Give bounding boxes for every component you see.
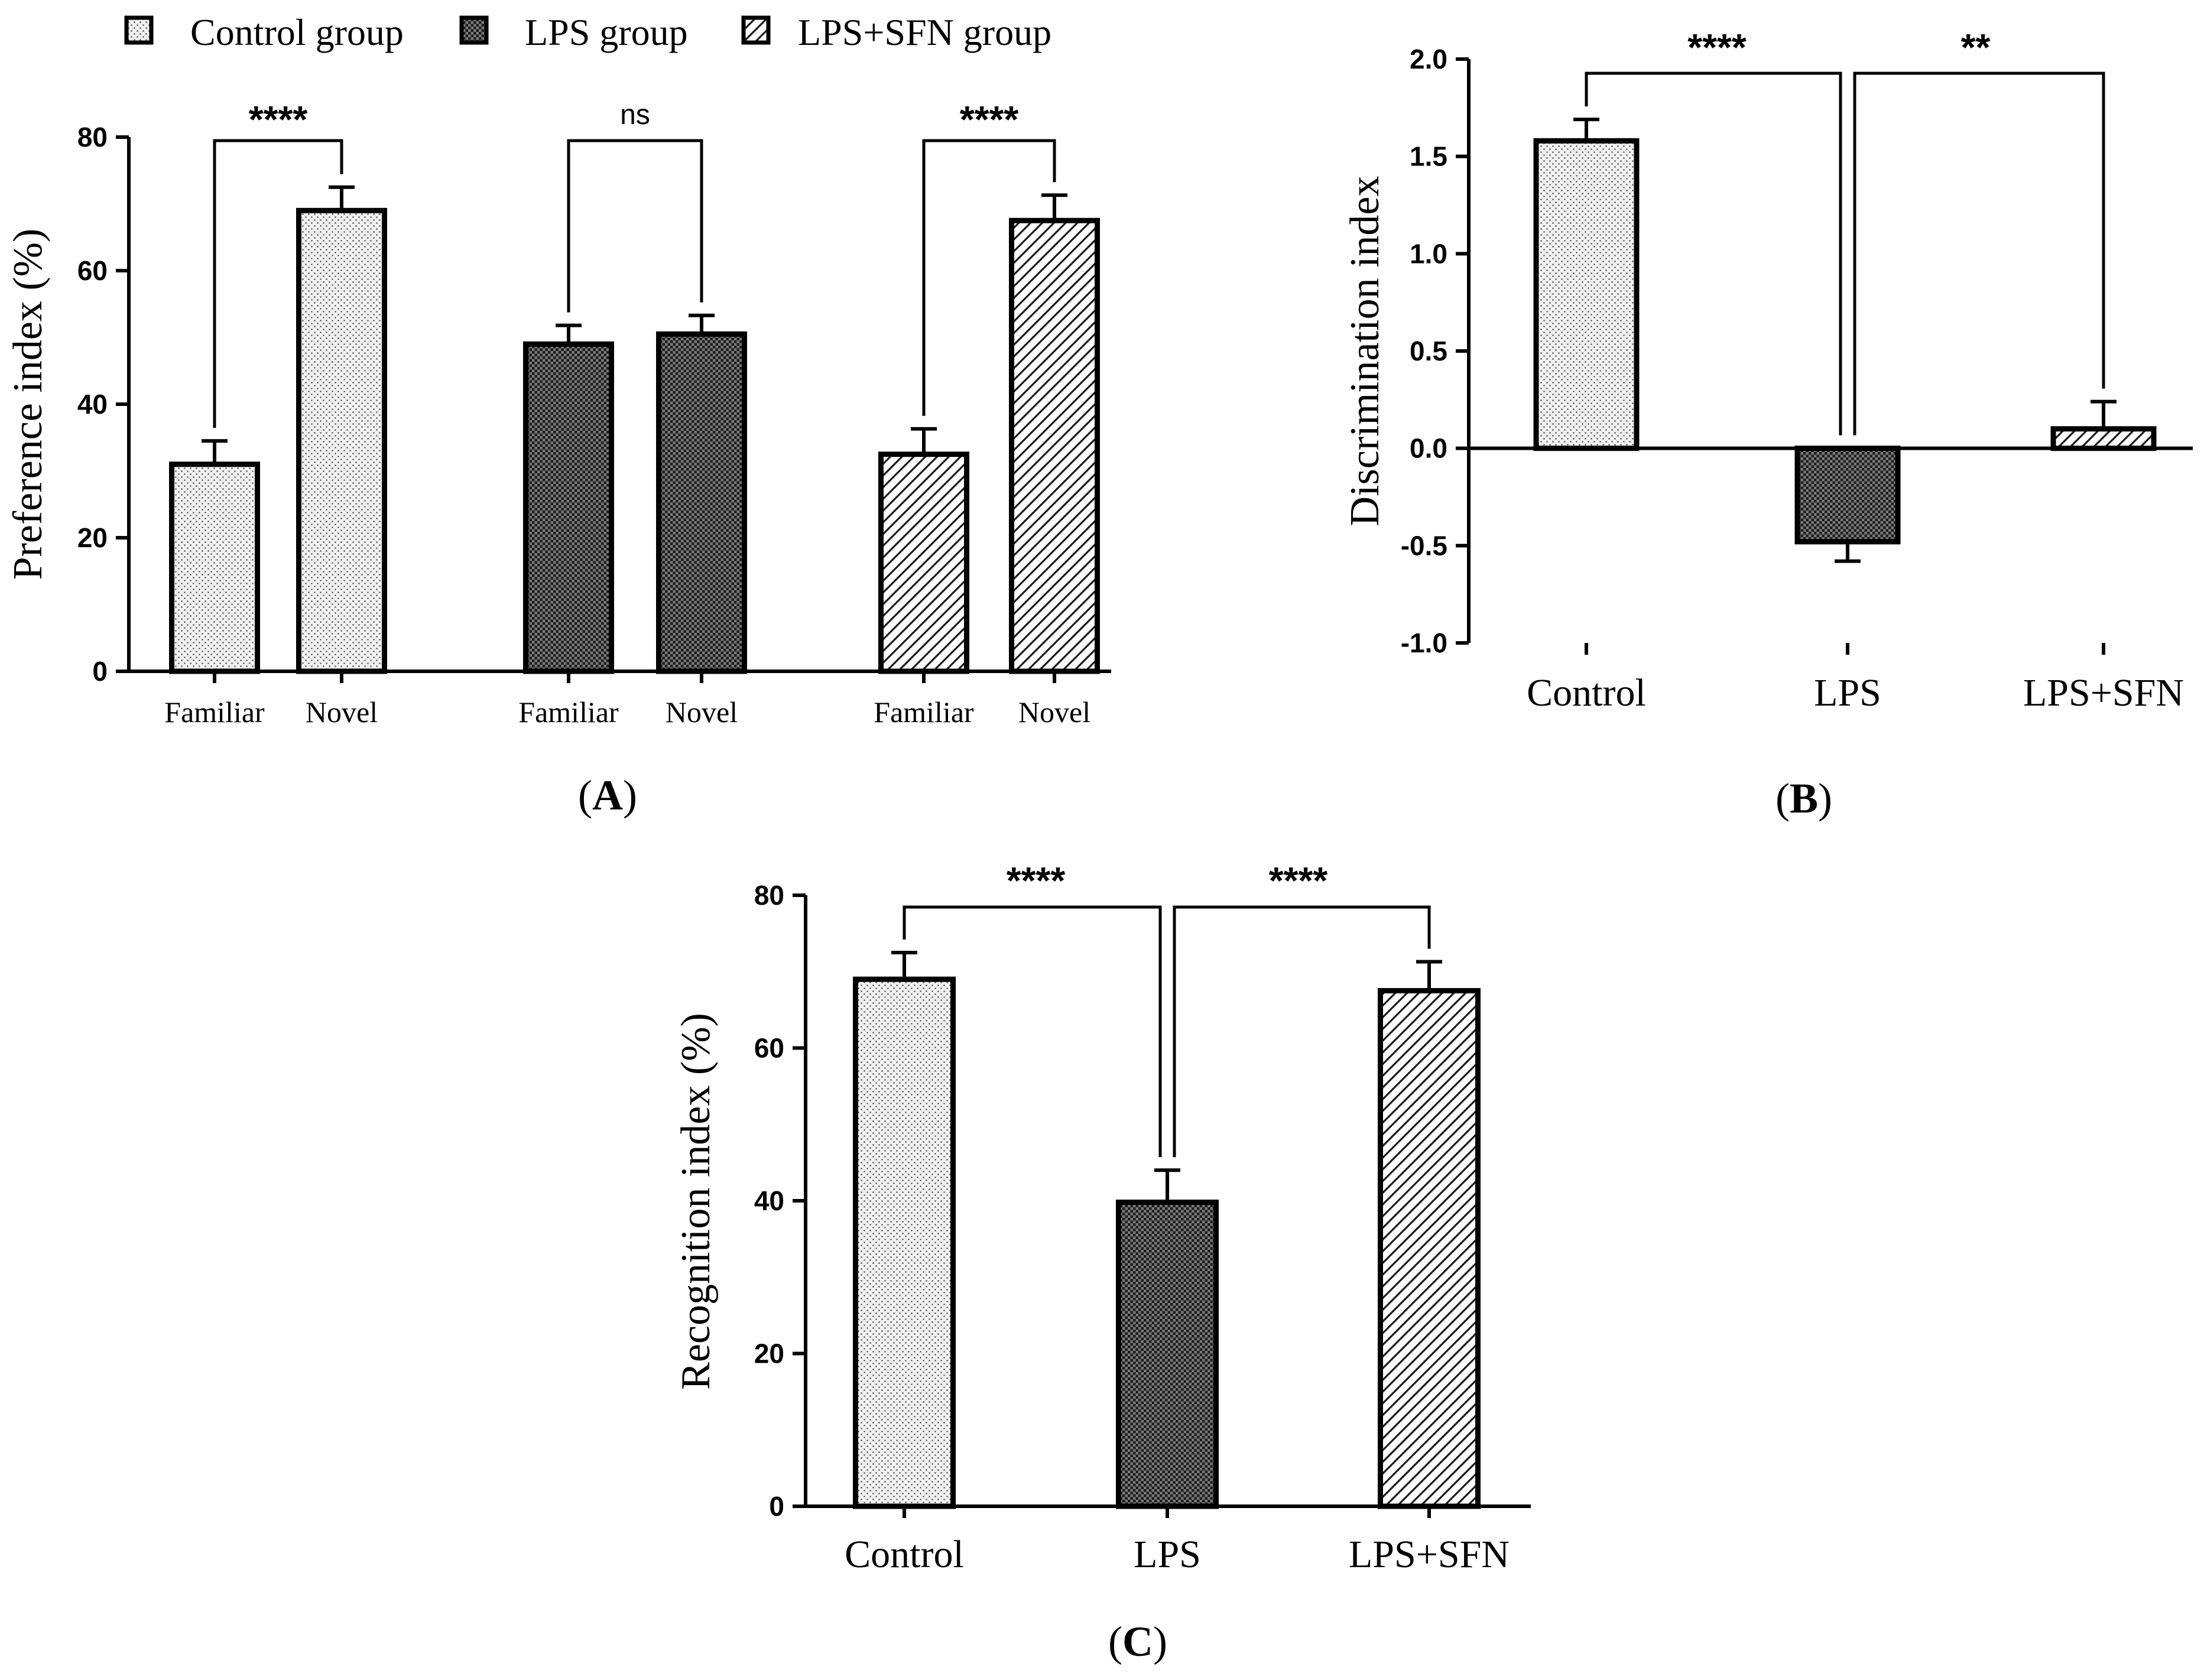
panel-b-significance-bracket [1853,72,2105,436]
panel-b-y-tick-label: -1.0 [1401,628,1447,658]
panel-a-y-tick-label: 20 [77,522,108,553]
panel-c-bar-lps-sfn [1378,988,1481,1509]
panel-a-significance-bracket [213,139,343,428]
panel-a-significance-bracket [567,139,703,313]
panel-b-label-letter: B [1790,775,1818,822]
panel-a-y-axis-label: Preference index (%) [5,229,51,580]
panel-b-y-tick-label: 1.0 [1410,238,1447,269]
panel-b-x-tick-label: LPS+SFN [2023,671,2184,714]
panel-a-y-tick-label: 60 [77,255,108,286]
panel-c-significance-label: **** [1269,859,1328,902]
legend-item-control: Control group [124,11,404,53]
legend: Control group LPS group LPS+SFN group [124,11,1051,53]
panel-a-bar-familiar [523,341,614,674]
panel-c-label: (C) [1108,1618,1167,1665]
panel-a-label: (A) [578,772,637,819]
panel-c-chart: 0 20 40 60 80 Recognition index (%) Control LPS… [673,859,1531,1665]
panel-b-label: (B) [1775,775,1832,822]
panel-c-bar-lps [1116,1200,1219,1509]
legend-item-lps-sfn: LPS+SFN group [741,11,1051,53]
panel-c-significance-bracket [1173,905,1431,1158]
panel-b-bar-lps [1794,446,1901,545]
panel-a-x-tick-label: Novel [306,696,378,729]
panel-b-y-axis-label: Discrimination index [1342,176,1388,527]
legend-swatch-control [124,15,154,45]
panel-a-y-tick-label: 80 [77,122,108,152]
panel-a-significance-label: **** [249,98,308,141]
panel-c-x-tick-label: Control [845,1533,964,1576]
panel-c-significance-label: **** [1007,859,1066,902]
panel-a-chart: 0 20 40 60 80 Preference index (%) Familiar Nov… [5,98,1111,819]
panel-b-bar-lps-sfn [2050,426,2157,451]
panel-c-significance-bracket [903,905,1162,1158]
panel-b-y-tick-label: 0.0 [1410,433,1447,464]
panel-c-x-tick-label: LPS+SFN [1349,1533,1510,1576]
panel-c-label-letter: C [1122,1618,1153,1665]
panel-a-x-tick-label: Novel [1018,696,1090,729]
legend-swatch-lps-sfn [741,15,771,45]
panel-c-y-tick-label: 80 [754,880,784,911]
panel-b-x-tick-label: Control [1527,671,1646,714]
panel-a-y-tick-label: 0 [92,656,108,687]
panel-a-bar-familiar [878,451,969,674]
panel-a-y-tick-label: 40 [77,389,108,420]
panel-a-bar-novel [656,331,747,674]
panel-a-label-letter: A [592,772,623,819]
panel-a-bar-familiar [169,462,260,674]
panel-b-y-tick-label: -0.5 [1401,530,1447,561]
panel-b-significance-label: ** [1961,26,1991,69]
panel-c-y-tick-label: 40 [754,1185,784,1216]
legend-label-lps: LPS group [525,11,688,53]
panel-a-x-tick-label: Familiar [164,696,265,729]
panel-a-x-tick-label: Familiar [874,696,974,729]
panel-c-y-tick-label: 20 [754,1338,784,1369]
panel-c-y-tick-label: 60 [754,1033,784,1064]
panel-a-bar-novel [1009,217,1100,674]
panel-b-significance-bracket [1585,72,1842,436]
legend-label-lps-sfn: LPS+SFN group [798,11,1051,53]
legend-label-control: Control group [190,11,404,53]
panel-a-x-tick-label: Novel [666,696,738,729]
panel-b-significance-label: **** [1687,26,1747,69]
panel-c-y-axis-label: Recognition index (%) [673,1013,719,1390]
panel-a-significance-label: ns [620,99,650,131]
panel-c-bar-control [853,976,956,1509]
panel-b-bar-control [1533,138,1640,451]
panel-a-bar-novel [296,207,387,674]
legend-item-lps: LPS group [459,11,688,53]
legend-swatch-lps [459,15,489,45]
panel-b-chart: -1.0 -0.5 0.0 0.5 1.0 1.5 2.0 Discrimination in… [1342,26,2193,822]
panel-a-x-tick-label: Familiar [518,696,619,729]
panel-c-y-tick-label: 0 [769,1491,784,1522]
panel-b-x-tick-label: LPS [1814,671,1881,714]
panel-b-y-tick-label: 1.5 [1410,141,1447,172]
panel-b-y-tick-label: 2.0 [1410,44,1447,74]
panel-a-significance-label: **** [960,98,1019,141]
panel-a-significance-bracket [922,139,1056,416]
panel-c-x-tick-label: LPS [1134,1533,1201,1576]
panel-b-y-tick-label: 0.5 [1410,336,1447,366]
